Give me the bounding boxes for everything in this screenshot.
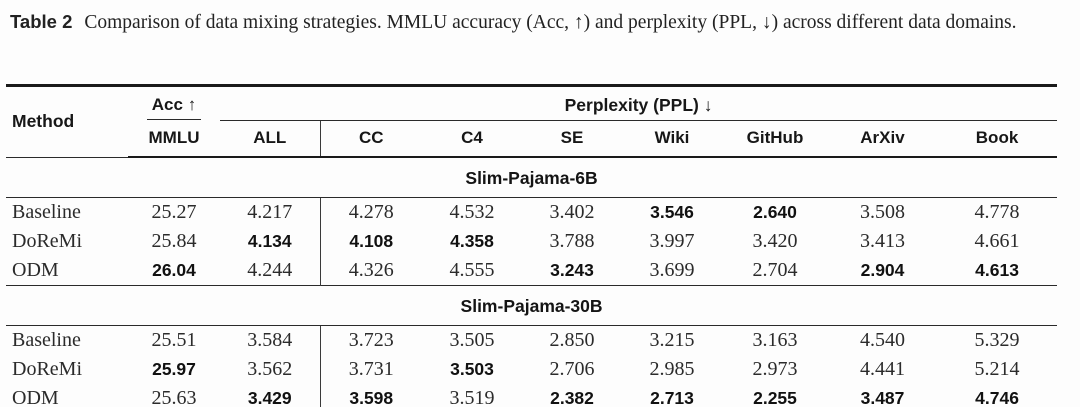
- value-cell: 4.358: [450, 231, 494, 251]
- value-cell: 4.555: [449, 259, 495, 281]
- header-subrow: MMLU ALL CC C4 SE Wiki GitHub ArXiv Book: [6, 120, 1058, 158]
- value-cell: 3.402: [549, 201, 595, 223]
- value-cell: 3.699: [649, 259, 695, 281]
- value-cell: 3.243: [550, 260, 594, 280]
- table-body: Slim-Pajama-6B Baseline 25.27 4.217 4.278 4.5…: [6, 156, 1058, 407]
- col-header-se: SE: [522, 120, 622, 158]
- value-cell: 2.904: [860, 260, 905, 280]
- value-cell: 4.134: [220, 227, 321, 256]
- value-cell: 2.704: [752, 259, 798, 281]
- value-cell: 4.746: [937, 384, 1058, 407]
- table-caption-text: Comparison of data mixing strategies. MM…: [84, 12, 1017, 33]
- section-title: Slim-Pajama-6B: [6, 156, 1058, 198]
- table-row: DoReMi 25.97 3.562 3.731 3.503 2.706 2.985 2.97…: [6, 355, 1057, 384]
- value-cell: 25.51: [151, 329, 197, 351]
- method-cell: DoReMi: [12, 230, 82, 252]
- table-row: Baseline 25.51 3.584 3.723 3.505 2.850 3.215 3.…: [6, 325, 1057, 355]
- method-cell: ODM: [6, 384, 128, 407]
- value-cell: 2.973: [752, 358, 798, 380]
- value-cell: 4.613: [975, 260, 1019, 280]
- section-title: Slim-Pajama-30B: [6, 285, 1058, 326]
- value-cell: 3.505: [449, 329, 495, 351]
- value-cell: 3.420: [752, 230, 798, 252]
- col-header-wiki: Wiki: [622, 120, 722, 158]
- value-cell: 3.487: [828, 384, 937, 407]
- method-cell: Baseline: [12, 329, 81, 351]
- value-cell: 3.215: [649, 329, 695, 351]
- col-header-all: ALL: [220, 120, 321, 158]
- value-cell: 3.503: [450, 359, 494, 379]
- value-cell: 3.598: [320, 384, 422, 407]
- value-cell: 25.63: [128, 384, 220, 407]
- value-cell: 3.413: [860, 230, 905, 252]
- method-cell: DoReMi: [12, 358, 82, 380]
- value-cell: 3.584: [220, 325, 321, 355]
- value-cell: 5.329: [974, 329, 1020, 351]
- value-cell: 3.163: [752, 329, 798, 351]
- value-cell: 2.382: [522, 384, 622, 407]
- method-cell: ODM: [12, 259, 59, 281]
- value-cell: 2.850: [549, 329, 595, 351]
- acc-group-label: Acc ↑: [146, 95, 202, 120]
- value-cell: 2.713: [622, 384, 722, 407]
- value-cell: 26.04: [152, 260, 196, 280]
- value-cell: 4.326: [348, 259, 394, 281]
- value-cell: 4.661: [974, 230, 1020, 252]
- col-group-perplexity: Perplexity (PPL) ↓: [220, 84, 1058, 121]
- table-header: Method Acc ↑ Perplexity (PPL) ↓ MMLU ALL C…: [6, 84, 1058, 158]
- table-caption-label: Table 2: [10, 11, 73, 32]
- value-cell: 4.778: [974, 201, 1020, 223]
- section-row: Slim-Pajama-6B: [6, 156, 1058, 198]
- col-header-c4: C4: [422, 120, 522, 158]
- value-cell: 3.723: [348, 329, 394, 351]
- value-cell: 3.997: [649, 230, 695, 252]
- table-row: DoReMi 25.84 4.134 4.108 4.358 3.788 3.997 3.42…: [6, 227, 1057, 256]
- col-header-mmlu: MMLU: [128, 120, 220, 158]
- method-cell: Baseline: [12, 201, 81, 223]
- value-cell: 4.532: [449, 201, 495, 223]
- col-header-book: Book: [937, 120, 1058, 158]
- value-cell: 5.214: [974, 358, 1020, 380]
- value-cell: 3.788: [549, 230, 595, 252]
- value-cell: 2.640: [753, 202, 797, 222]
- value-cell: 2.985: [649, 358, 695, 380]
- value-cell: 4.108: [349, 231, 394, 251]
- value-cell: 3.546: [650, 202, 694, 222]
- table-row: Baseline 25.27 4.217 4.278 4.532 3.402 3.546 2.…: [6, 197, 1057, 227]
- value-cell: 4.278: [348, 201, 394, 223]
- table-caption: Table 2 Comparison of data mixing strateg…: [0, 0, 1080, 36]
- value-cell: 3.508: [860, 201, 905, 223]
- value-cell: 25.84: [151, 230, 197, 252]
- value-cell: 2.706: [549, 358, 595, 380]
- results-table: Method Acc ↑ Perplexity (PPL) ↓ MMLU ALL C…: [6, 84, 1058, 407]
- header-group-row: Method Acc ↑ Perplexity (PPL) ↓: [6, 84, 1058, 157]
- value-cell: 4.540: [860, 329, 905, 351]
- value-cell: 4.244: [220, 256, 321, 286]
- col-header-method: Method: [6, 84, 128, 157]
- table-row: ODM 26.04 4.244 4.326 4.555 3.243 3.699 2.704 2.…: [6, 256, 1057, 286]
- col-group-acc: Acc ↑: [128, 84, 220, 121]
- value-cell: 25.27: [151, 201, 197, 223]
- value-cell: 2.255: [722, 384, 828, 407]
- value-cell: 3.429: [220, 384, 321, 407]
- section-row: Slim-Pajama-30B: [6, 285, 1058, 326]
- value-cell: 3.519: [422, 384, 522, 407]
- value-cell: 4.217: [220, 197, 321, 227]
- value-cell: 25.97: [152, 359, 196, 379]
- value-cell: 4.441: [860, 358, 905, 380]
- col-header-arxiv: ArXiv: [828, 120, 937, 158]
- col-header-cc: CC: [320, 120, 422, 158]
- table-row: ODM 25.63 3.429 3.598 3.519 2.382 2.713 2.255 3.…: [6, 384, 1058, 407]
- col-header-github: GitHub: [722, 120, 828, 158]
- value-cell: 3.731: [348, 358, 394, 380]
- value-cell: 3.562: [220, 355, 321, 384]
